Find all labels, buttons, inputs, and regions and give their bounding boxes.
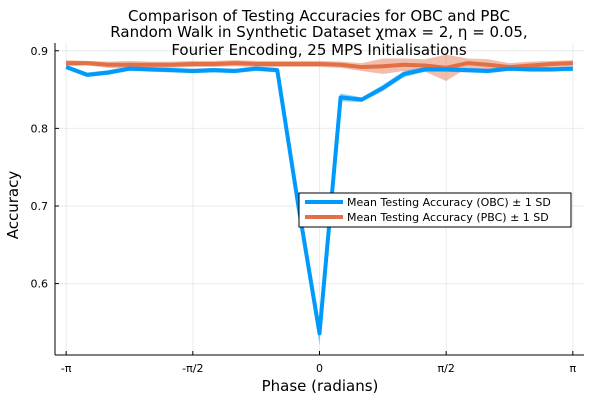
x-tick-label: 0: [316, 362, 323, 375]
x-tick-label: -π/2: [182, 362, 203, 375]
legend-label-pbc: Mean Testing Accuracy (PBC) ± 1 SD: [347, 211, 549, 224]
x-tick-label: -π: [61, 362, 72, 375]
y-axis-label: Accuracy: [4, 171, 22, 240]
chart-title-line-1: Comparison of Testing Accuracies for OBC…: [128, 7, 510, 25]
x-tick-label: π: [570, 362, 577, 375]
legend: Mean Testing Accuracy (OBC) ± 1 SD Mean …: [298, 192, 572, 228]
chart-title-line-3: Fourier Encoding, 25 MPS Initialisations: [171, 41, 466, 59]
legend-label-obc: Mean Testing Accuracy (OBC) ± 1 SD: [347, 196, 551, 209]
sd-band-layer: [66, 54, 573, 345]
legend-box: [298, 192, 572, 228]
y-tick-label: 0.6: [31, 278, 49, 291]
x-tick-label: π/2: [438, 362, 455, 375]
chart-title-line-2: Random Walk in Synthetic Dataset χmax = …: [110, 23, 527, 41]
series-line-pbc: [66, 61, 573, 70]
tick-layer: -π -π/2 0 π/2 π 0.6 0.7 0.8 0.9: [31, 45, 577, 375]
series-line-obc: [65, 65, 573, 336]
sd-band-pbc: [66, 54, 573, 82]
series-line-layer: [65, 61, 573, 336]
y-tick-label: 0.7: [31, 200, 49, 213]
y-tick-label: 0.9: [31, 45, 49, 58]
x-axis-label: Phase (radians): [262, 377, 379, 395]
y-tick-label: 0.8: [31, 122, 49, 135]
